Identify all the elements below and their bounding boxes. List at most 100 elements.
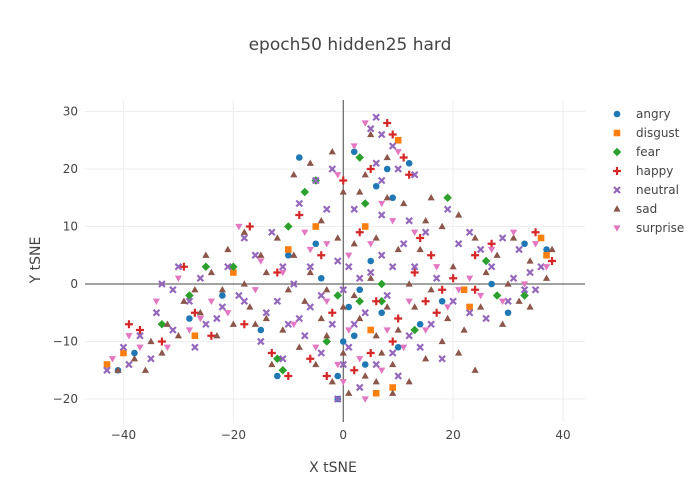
data-point-happy: [427, 251, 436, 260]
data-point-neutral: [257, 337, 265, 346]
data-point-angry: [504, 309, 512, 317]
data-point-neutral: [251, 251, 260, 260]
data-point-neutral: [366, 124, 375, 133]
data-point-fear: [333, 291, 343, 300]
data-point-happy: [322, 372, 331, 380]
data-point-surprise: [301, 229, 309, 237]
legend-item-happy[interactable]: happy: [613, 164, 673, 178]
data-point-neutral: [388, 349, 397, 357]
data-point-happy: [438, 285, 447, 294]
data-point-happy: [179, 262, 188, 271]
data-point-disgust: [537, 234, 545, 242]
data-point-angry: [367, 257, 375, 265]
data-point-sad: [240, 280, 248, 287]
data-point-surprise: [455, 287, 463, 294]
legend-item-angry[interactable]: angry: [613, 107, 671, 121]
legend-item-neutral[interactable]: neutral: [613, 183, 679, 197]
data-point-fear: [410, 325, 419, 335]
data-point-neutral: [322, 205, 331, 214]
legend-item-fear[interactable]: fear: [612, 145, 660, 159]
data-point-neutral: [482, 314, 490, 323]
data-point-disgust: [543, 251, 550, 259]
x-tick-label: −20: [221, 428, 246, 442]
data-point-sad: [218, 285, 226, 293]
data-point-disgust: [120, 349, 127, 357]
data-point-surprise: [251, 287, 259, 294]
data-point-neutral: [355, 383, 364, 392]
data-point-sad: [334, 234, 342, 241]
data-point-neutral: [465, 308, 474, 317]
data-point-surprise: [487, 246, 496, 254]
legend-marker-neutral: [613, 186, 621, 194]
data-point-neutral: [333, 257, 342, 265]
data-point-neutral: [333, 395, 342, 403]
data-point-surprise: [345, 327, 353, 334]
data-point-sad: [422, 354, 430, 362]
data-point-angry: [488, 280, 495, 288]
data-point-angry: [394, 343, 402, 351]
data-point-sad: [383, 303, 391, 310]
data-point-surprise: [152, 298, 161, 306]
data-point-neutral: [158, 280, 166, 288]
data-point-neutral: [476, 245, 485, 254]
data-point-neutral: [152, 308, 161, 317]
series-disgust: [103, 136, 550, 397]
legend-item-disgust[interactable]: disgust: [613, 126, 680, 140]
data-point-happy: [388, 130, 397, 139]
data-point-disgust: [103, 361, 111, 368]
data-point-surprise: [361, 396, 369, 403]
data-point-sad: [290, 251, 298, 258]
data-point-sad: [405, 280, 413, 287]
legend-item-surprise[interactable]: surprise: [613, 221, 684, 235]
data-point-happy: [355, 228, 364, 237]
legend-label: neutral: [636, 183, 679, 197]
data-point-happy: [135, 326, 144, 334]
legend[interactable]: angry disgust fear happy neutral sad surprise: [612, 107, 685, 235]
data-point-sad: [284, 285, 292, 293]
data-point-angry: [543, 246, 550, 253]
data-point-sad: [207, 268, 215, 276]
data-point-neutral: [185, 297, 194, 306]
data-point-happy: [190, 308, 199, 317]
data-point-angry: [219, 292, 226, 299]
data-point-sad: [290, 170, 298, 178]
data-point-sad: [163, 320, 172, 327]
data-point-angry: [350, 332, 358, 340]
data-point-happy: [273, 268, 282, 277]
data-point-sad: [356, 314, 364, 322]
data-point-happy: [548, 257, 557, 265]
data-point-disgust: [361, 223, 369, 230]
data-point-sad: [301, 297, 309, 304]
data-point-surprise: [163, 344, 172, 352]
data-point-sad: [339, 188, 347, 195]
data-point-happy: [471, 251, 480, 260]
data-point-angry: [257, 326, 265, 334]
data-point-fear: [322, 337, 332, 346]
data-point-sad: [356, 188, 364, 195]
data-point-sad: [367, 274, 375, 281]
data-point-sad: [158, 349, 166, 356]
data-point-surprise: [323, 298, 331, 306]
data-point-sad: [389, 360, 397, 368]
y-axis-title: Y tSNE: [28, 237, 44, 285]
data-point-happy: [394, 314, 403, 323]
data-point-neutral: [355, 274, 364, 283]
data-point-happy: [388, 337, 397, 346]
data-point-neutral: [487, 262, 496, 271]
data-point-neutral: [537, 262, 545, 271]
y-tick-label: 30: [63, 105, 78, 119]
x-tick-label: 40: [555, 428, 570, 442]
data-point-neutral: [306, 262, 315, 271]
legend-item-sad[interactable]: sad: [613, 202, 657, 216]
data-point-neutral: [284, 320, 293, 329]
data-point-sad: [493, 251, 501, 258]
data-point-sad: [317, 314, 325, 322]
data-point-surprise: [339, 379, 347, 386]
data-point-neutral: [449, 297, 457, 306]
data-point-sad: [350, 291, 358, 299]
data-point-surprise: [466, 275, 474, 283]
data-point-sad: [147, 337, 155, 345]
data-point-neutral: [328, 165, 337, 173]
data-point-surprise: [257, 258, 265, 265]
data-point-neutral: [174, 262, 183, 271]
